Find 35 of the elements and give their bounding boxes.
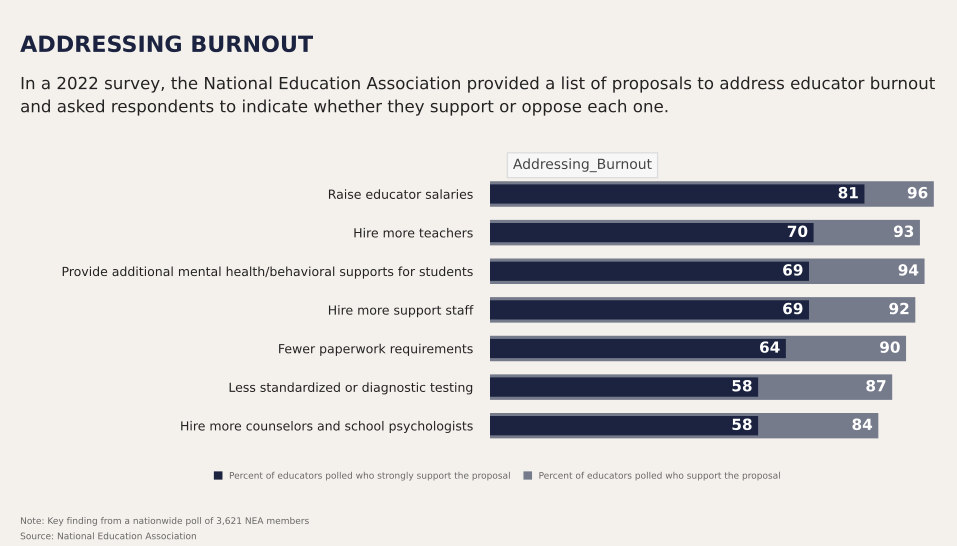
source-note: Source: National Education Association	[20, 532, 196, 540]
text: ADDRESSING BURNOUT	[20, 35, 313, 52]
chart-subtitle: In a 2022 survey, the National Education Association provided a list of proposals to address educator burnout and asked respondents to indicate whether they support or oppose each one.	[21, 76, 935, 116]
legend-label: Percent of educators polled who support the proposal	[539, 472, 780, 481]
y-tick-label: Less standardized or diagnostic testing	[230, 382, 472, 394]
data-label: 94	[898, 264, 918, 276]
data-label: 69	[783, 302, 802, 314]
y-tick-label: Provide additional mental health/behavioral supports for students	[62, 266, 473, 279]
bar	[490, 377, 758, 397]
bar	[490, 184, 864, 204]
data-label: 96	[908, 186, 928, 198]
data-label: 93	[894, 226, 914, 238]
data-label: 70	[788, 226, 808, 238]
data-label: 58	[732, 418, 752, 430]
y-tick-label: Hire more counselors and school psychologists	[181, 420, 473, 434]
y-tick-label: Fewer paperwork requirements	[279, 344, 473, 356]
data-label: 81	[838, 186, 858, 198]
text: Note: Key finding from a nationwide poll of 3,621 NEA members	[20, 517, 309, 526]
bar	[490, 416, 758, 436]
data-label: 92	[889, 302, 908, 314]
data-label: 69	[783, 264, 802, 276]
bar	[490, 222, 814, 242]
bar	[490, 300, 809, 320]
data-label: 87	[866, 380, 886, 392]
bar	[490, 338, 786, 358]
data-label: 58	[732, 380, 752, 392]
y-tick-label: Hire more teachers	[354, 228, 473, 238]
legend-label: Percent of educators polled who strongly support the proposal	[230, 472, 510, 481]
data-label: 90	[880, 341, 900, 353]
data-label: 84	[852, 418, 872, 430]
y-tick-label: Raise educator salaries	[328, 189, 473, 199]
y-tick-label: Hire more support staff	[328, 305, 474, 318]
text: Addressing_Burnout	[513, 158, 652, 172]
data-label: 64	[760, 341, 780, 353]
bar	[490, 262, 809, 281]
